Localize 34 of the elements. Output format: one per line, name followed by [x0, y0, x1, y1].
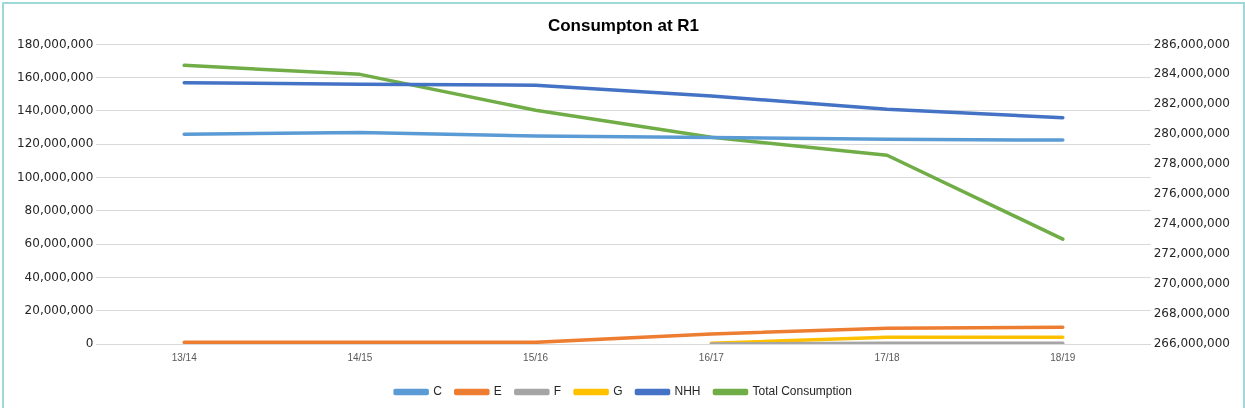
x-tick-label: 17/18: [874, 351, 901, 363]
y2-tick-label: 276,000,000: [1153, 186, 1230, 201]
y2-tick-label: 284,000,000: [1153, 66, 1230, 81]
y-tick-label: 140,000,000: [17, 103, 94, 118]
y-tick-label: 180,000,000: [17, 36, 94, 51]
y-tick-label: 20,000,000: [24, 302, 94, 317]
x-tick-label: 18/19: [1050, 351, 1076, 363]
legend-label: E: [493, 384, 502, 399]
y-tick-label: 160,000,000: [17, 69, 94, 84]
x-tick-label: 14/15: [347, 351, 373, 363]
legend-label: F: [553, 384, 562, 399]
legend-label: Total Consumption: [752, 384, 852, 399]
y-tick-label: 80,000,000: [24, 202, 94, 217]
y2-tick-label: 268,000,000: [1153, 306, 1230, 321]
x-tick-label: 16/17: [698, 351, 725, 363]
y2-tick-label: 270,000,000: [1153, 276, 1230, 291]
y-tick-label: 100,000,000: [17, 169, 94, 184]
y2-tick-label: 266,000,000: [1153, 336, 1230, 351]
y2-tick-label: 272,000,000: [1153, 246, 1230, 261]
y-tick-label: 60,000,000: [24, 236, 94, 251]
y2-tick-label: 286,000,000: [1153, 36, 1230, 51]
chart-title: Consumpton at R1: [547, 15, 700, 35]
y2-tick-label: 278,000,000: [1153, 156, 1230, 171]
y-tick-label: 40,000,000: [24, 269, 94, 284]
x-tick-label: 15/16: [523, 351, 549, 363]
legend-label: C: [433, 384, 443, 399]
x-tick-label: 13/14: [171, 351, 198, 363]
legend-label: G: [613, 384, 623, 399]
y-tick-label: 120,000,000: [17, 136, 94, 151]
y2-tick-label: 282,000,000: [1153, 96, 1230, 111]
y2-tick-label: 280,000,000: [1153, 126, 1230, 141]
y-tick-label: 0: [85, 336, 94, 351]
y2-tick-label: 274,000,000: [1153, 216, 1230, 231]
legend-label: NHH: [674, 384, 701, 399]
